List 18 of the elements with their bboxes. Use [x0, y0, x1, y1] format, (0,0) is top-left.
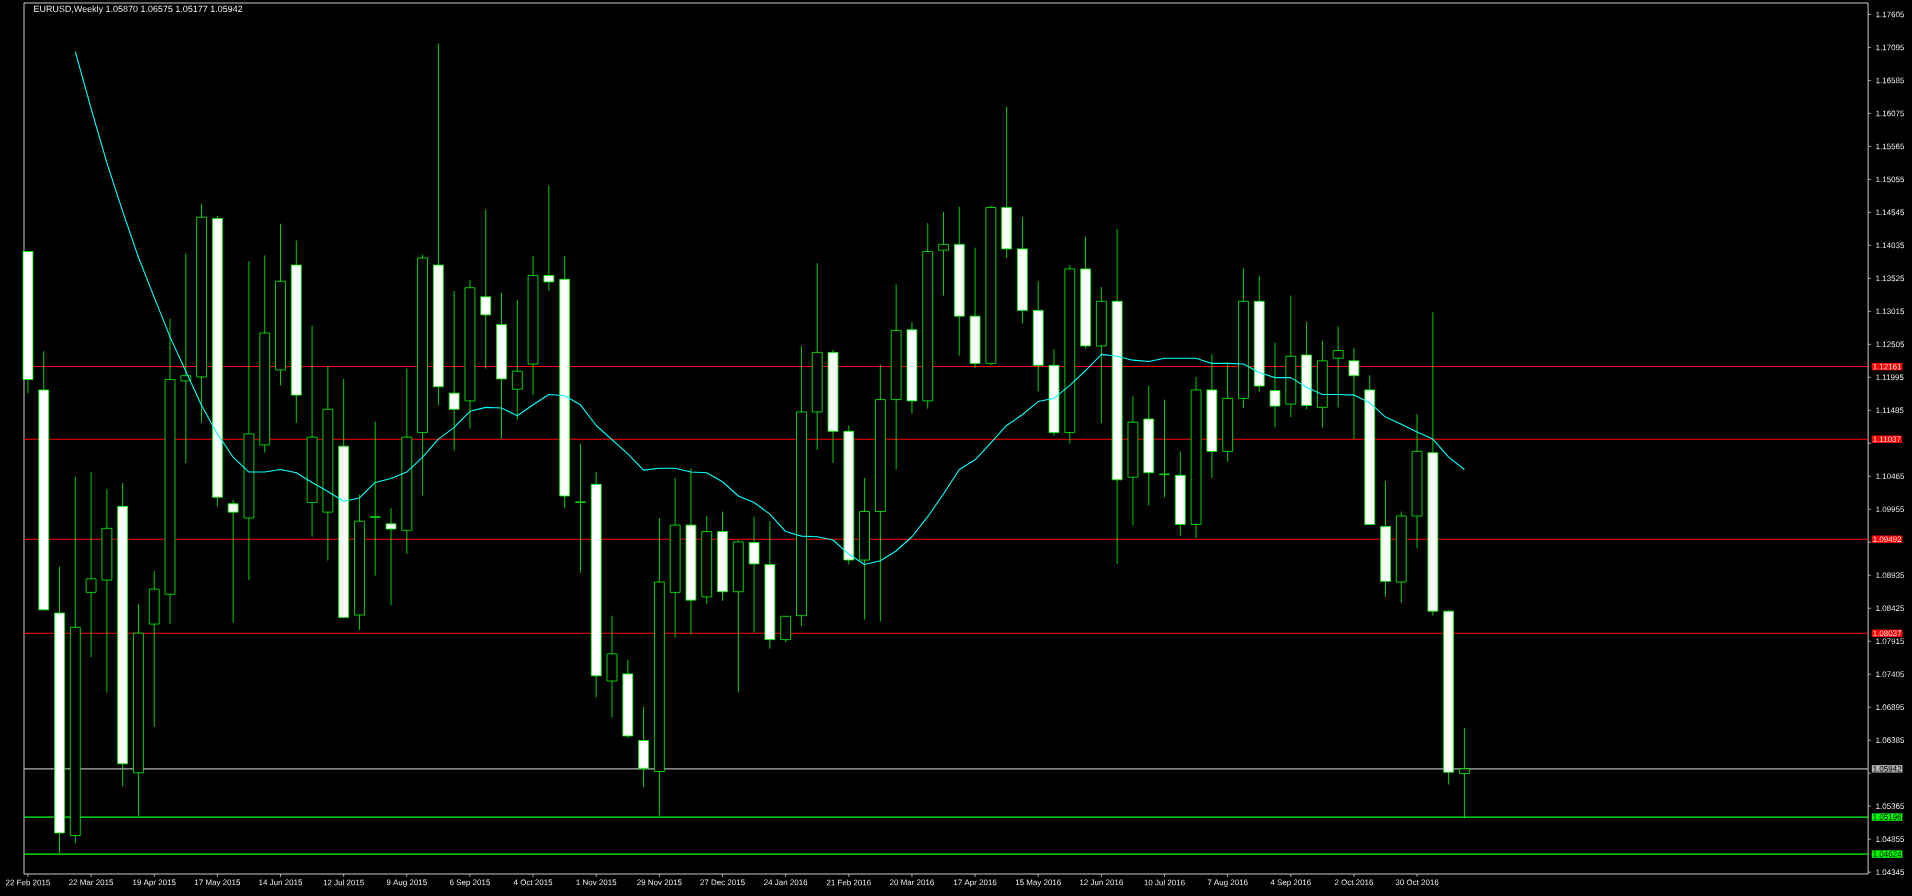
- candlestick: [385, 507, 397, 606]
- candlestick: [369, 421, 381, 576]
- candlestick: [227, 499, 239, 624]
- candlestick: [1348, 347, 1360, 440]
- candlestick: [480, 209, 492, 369]
- candlestick: [180, 253, 192, 464]
- candlestick: [543, 185, 555, 292]
- candlestick: [1159, 399, 1170, 498]
- candlestick: [780, 615, 792, 643]
- candlestick: [748, 516, 760, 633]
- candlestick: [448, 290, 460, 452]
- candlestick: [575, 443, 586, 574]
- candlestick: [85, 471, 97, 658]
- candlestick: [1269, 342, 1281, 428]
- chart-title: EURUSD,Weekly 1.05870 1.06575 1.05177 1.05942: [34, 5, 243, 14]
- candlestick: [511, 299, 523, 421]
- candlestick: [1332, 326, 1344, 408]
- candlestick: [938, 211, 949, 296]
